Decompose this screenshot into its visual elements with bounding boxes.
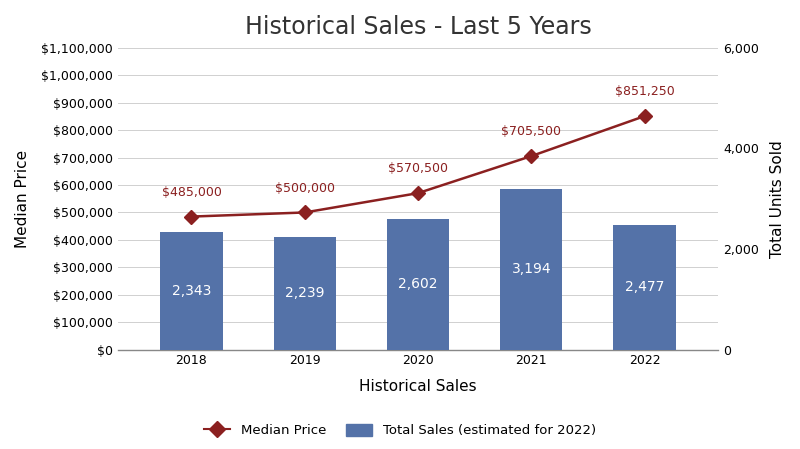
Text: $851,250: $851,250 (614, 85, 674, 98)
Bar (614, 225, 676, 350)
Text: $500,000: $500,000 (274, 182, 334, 194)
Y-axis label: Median Price: Median Price (15, 150, 30, 248)
Text: $485,000: $485,000 (162, 186, 222, 199)
Text: 2,343: 2,343 (172, 284, 211, 298)
Text: $705,500: $705,500 (502, 125, 562, 138)
Y-axis label: Total Units Sold: Total Units Sold (770, 140, 785, 258)
Bar (160, 232, 222, 350)
Text: 2,477: 2,477 (625, 280, 664, 295)
Text: 3,194: 3,194 (511, 262, 551, 276)
X-axis label: Historical Sales: Historical Sales (359, 379, 477, 394)
Bar (274, 237, 336, 350)
Legend: Median Price, Total Sales (estimated for 2022): Median Price, Total Sales (estimated for… (198, 418, 602, 442)
Text: 2,602: 2,602 (398, 277, 438, 291)
Bar (500, 189, 562, 350)
Text: 2,239: 2,239 (285, 286, 325, 300)
Text: $570,500: $570,500 (388, 162, 448, 175)
Bar (387, 219, 449, 350)
Title: Historical Sales - Last 5 Years: Historical Sales - Last 5 Years (245, 15, 591, 39)
